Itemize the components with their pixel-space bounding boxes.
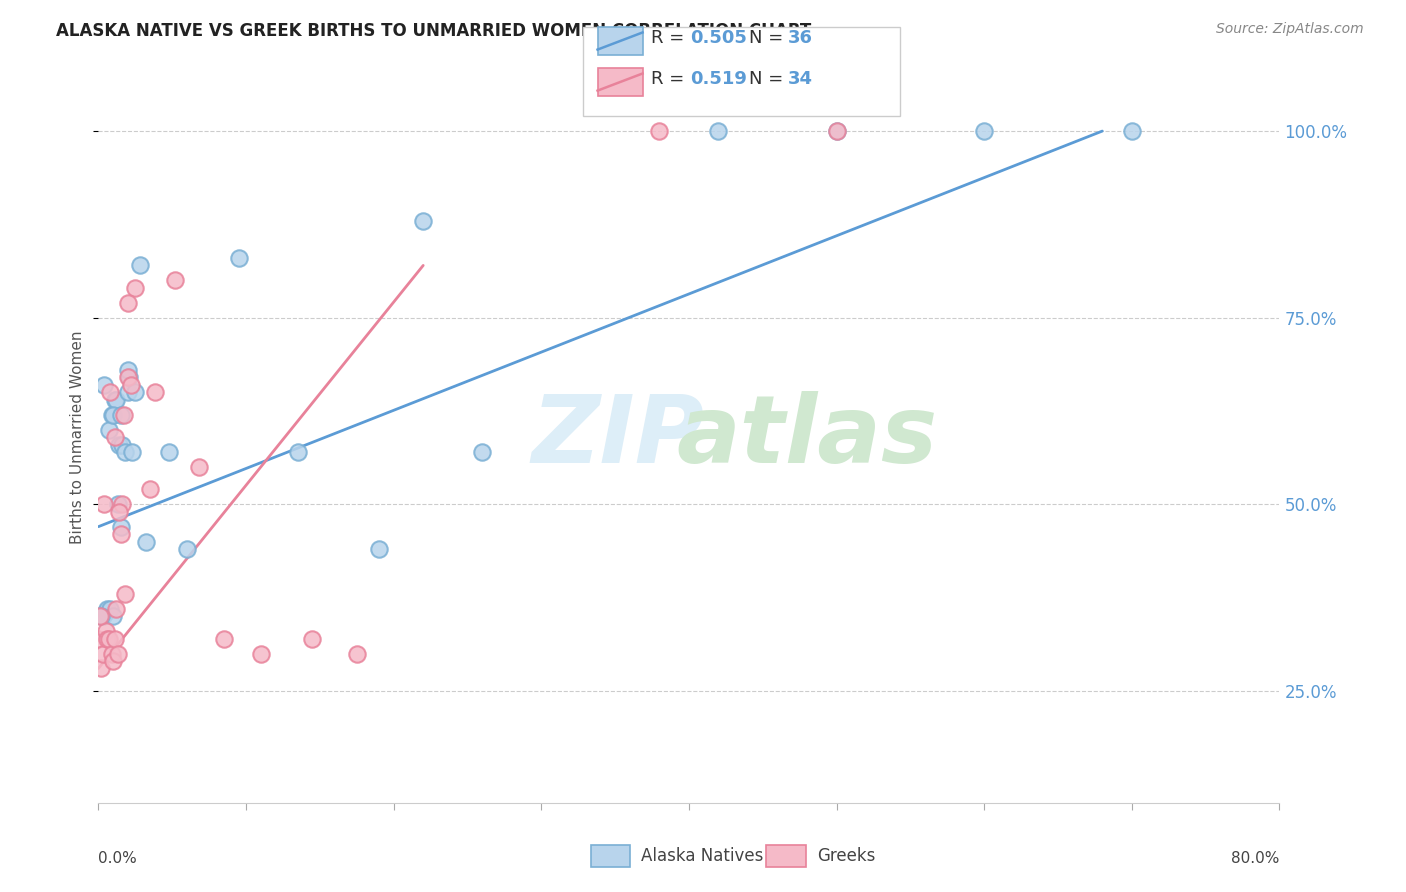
Point: [301, 632, 323, 646]
Text: N =: N =: [749, 29, 789, 47]
Point: [105, 392, 128, 407]
Point: [157, 445, 180, 459]
Point: [110, 519, 132, 533]
Point: [107, 647, 129, 661]
Point: [117, 295, 139, 310]
Point: [176, 542, 198, 557]
Text: 0.0%: 0.0%: [98, 851, 138, 866]
Text: 36: 36: [787, 29, 813, 47]
Point: [707, 124, 730, 138]
Point: [111, 437, 134, 451]
Text: ALASKA NATIVE VS GREEK BIRTHS TO UNMARRIED WOMEN CORRELATION CHART: ALASKA NATIVE VS GREEK BIRTHS TO UNMARRI…: [56, 22, 811, 40]
Point: [100, 647, 122, 661]
Point: [105, 601, 128, 615]
Point: [346, 647, 368, 661]
Point: [100, 408, 122, 422]
Point: [96, 632, 118, 646]
Point: [91, 647, 114, 661]
Point: [97, 632, 120, 646]
Point: [117, 363, 139, 377]
Point: [128, 259, 150, 273]
Point: [114, 445, 136, 459]
Point: [212, 632, 235, 646]
Point: [104, 430, 127, 444]
Point: [111, 497, 134, 511]
Point: [165, 273, 187, 287]
Point: [87, 632, 110, 646]
Text: Greeks: Greeks: [817, 847, 876, 865]
Point: [98, 601, 121, 615]
Point: [117, 370, 139, 384]
Text: R =: R =: [651, 29, 690, 47]
Point: [108, 437, 131, 451]
Point: [93, 377, 115, 392]
Point: [120, 377, 142, 392]
Point: [139, 483, 162, 497]
Text: Alaska Natives: Alaska Natives: [641, 847, 763, 865]
Point: [124, 385, 146, 400]
Point: [89, 609, 111, 624]
Point: [110, 527, 132, 541]
Point: [412, 213, 434, 227]
Point: [94, 624, 117, 639]
Point: [117, 385, 139, 400]
Point: [103, 408, 125, 422]
Text: N =: N =: [749, 70, 789, 88]
Text: atlas: atlas: [676, 391, 938, 483]
Point: [97, 423, 120, 437]
Point: [104, 392, 127, 407]
Point: [118, 370, 141, 384]
Point: [93, 497, 115, 511]
Point: [368, 542, 391, 557]
Point: [250, 647, 273, 661]
Point: [143, 385, 166, 400]
Point: [98, 385, 121, 400]
Point: [112, 408, 135, 422]
Point: [973, 124, 995, 138]
Text: 0.505: 0.505: [690, 29, 747, 47]
Text: 0.519: 0.519: [690, 70, 747, 88]
Point: [103, 654, 125, 668]
Point: [114, 587, 136, 601]
Point: [287, 445, 309, 459]
Text: 80.0%: 80.0%: [1232, 851, 1279, 866]
Text: 34: 34: [787, 70, 813, 88]
Point: [103, 609, 125, 624]
Point: [825, 124, 848, 138]
Point: [91, 609, 114, 624]
Point: [110, 408, 132, 422]
Point: [187, 459, 209, 474]
Point: [121, 445, 143, 459]
Point: [135, 534, 157, 549]
Point: [90, 661, 112, 675]
Point: [108, 505, 131, 519]
Point: [107, 497, 129, 511]
Text: R =: R =: [651, 70, 690, 88]
Point: [471, 445, 494, 459]
Point: [90, 609, 112, 624]
Y-axis label: Births to Unmarried Women: Births to Unmarried Women: [70, 330, 86, 544]
Text: Source: ZipAtlas.com: Source: ZipAtlas.com: [1216, 22, 1364, 37]
Point: [124, 281, 146, 295]
Point: [648, 124, 671, 138]
Text: ZIP: ZIP: [531, 391, 704, 483]
Point: [825, 124, 848, 138]
Point: [1121, 124, 1143, 138]
Point: [96, 601, 118, 615]
Point: [94, 606, 117, 620]
Point: [104, 632, 127, 646]
Point: [228, 251, 250, 265]
